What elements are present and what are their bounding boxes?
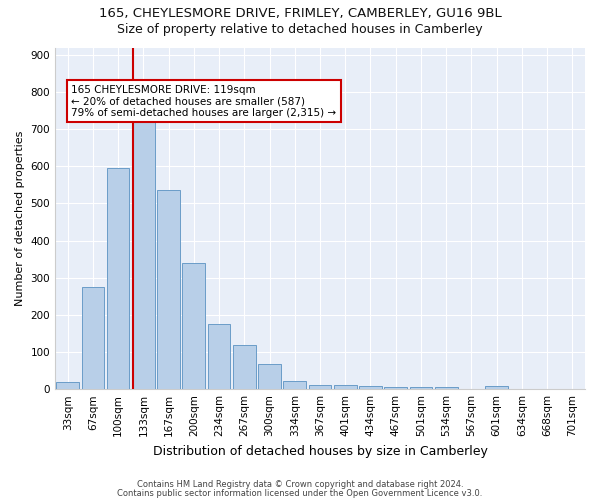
- Bar: [410, 388, 433, 389]
- Bar: [485, 386, 508, 389]
- Bar: [82, 287, 104, 389]
- Y-axis label: Number of detached properties: Number of detached properties: [15, 130, 25, 306]
- Bar: [334, 386, 356, 389]
- X-axis label: Distribution of detached houses by size in Camberley: Distribution of detached houses by size …: [152, 444, 487, 458]
- Text: 165, CHEYLESMORE DRIVE, FRIMLEY, CAMBERLEY, GU16 9BL: 165, CHEYLESMORE DRIVE, FRIMLEY, CAMBERL…: [98, 8, 502, 20]
- Bar: [56, 382, 79, 389]
- Bar: [233, 344, 256, 389]
- Bar: [359, 386, 382, 389]
- Bar: [182, 263, 205, 389]
- Bar: [208, 324, 230, 389]
- Text: 165 CHEYLESMORE DRIVE: 119sqm
← 20% of detached houses are smaller (587)
79% of : 165 CHEYLESMORE DRIVE: 119sqm ← 20% of d…: [71, 84, 337, 118]
- Bar: [385, 387, 407, 389]
- Bar: [435, 388, 458, 389]
- Bar: [258, 364, 281, 389]
- Text: Contains HM Land Registry data © Crown copyright and database right 2024.: Contains HM Land Registry data © Crown c…: [137, 480, 463, 489]
- Bar: [132, 114, 155, 389]
- Bar: [308, 384, 331, 389]
- Bar: [157, 190, 180, 389]
- Text: Size of property relative to detached houses in Camberley: Size of property relative to detached ho…: [117, 22, 483, 36]
- Text: Contains public sector information licensed under the Open Government Licence v3: Contains public sector information licen…: [118, 488, 482, 498]
- Bar: [283, 381, 306, 389]
- Bar: [107, 168, 130, 389]
